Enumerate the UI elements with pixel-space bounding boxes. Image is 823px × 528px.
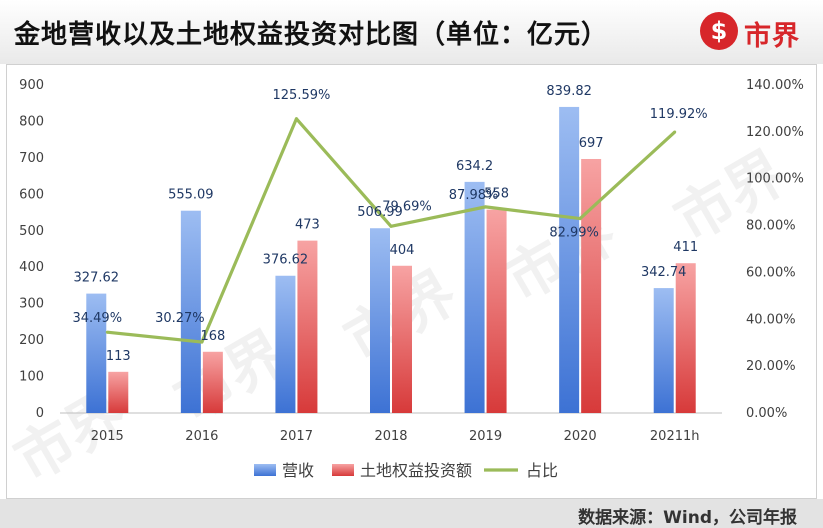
data-label-land-investment: 411 [673, 240, 698, 255]
data-label-land-investment: 168 [200, 329, 225, 344]
y-left-tick-label: 900 [19, 78, 44, 93]
legend-label: 营收 [282, 461, 314, 480]
source-note: 数据来源：Wind，公司年报 [578, 508, 797, 528]
data-label-revenue: 634.2 [456, 159, 493, 174]
x-tick-label: 2016 [185, 429, 218, 444]
y-left-tick-label: 200 [19, 333, 44, 348]
data-label-land-investment: 404 [390, 243, 415, 258]
y-right-tick-label: 80.00% [746, 219, 796, 234]
bar-revenue [370, 228, 390, 413]
y-left-tick-label: 800 [19, 114, 44, 129]
line-ratio-point [389, 224, 393, 228]
data-label-land-investment: 697 [579, 136, 604, 151]
x-tick-label: 2015 [91, 429, 124, 444]
dollar-icon: $ [700, 12, 738, 50]
data-label-ratio: 87.98% [449, 188, 499, 203]
legend-swatch [332, 464, 354, 476]
page-title: 金地营收以及土地权益投资对比图（单位：亿元） [14, 20, 609, 50]
legend-swatch [254, 464, 276, 476]
bar-land-investment [392, 265, 412, 413]
y-right-tick-label: 0.00% [746, 406, 787, 421]
data-label-ratio: 119.92% [650, 107, 708, 122]
y-left-tick-label: 700 [19, 151, 44, 166]
bar-revenue [559, 106, 580, 414]
data-label-ratio: 34.49% [72, 311, 122, 326]
data-label-ratio: 82.99% [549, 226, 599, 241]
bar-revenue [180, 210, 201, 413]
x-tick-label: 2017 [280, 429, 313, 444]
bar-revenue [464, 181, 485, 413]
data-label-revenue: 555.09 [168, 188, 214, 203]
data-label-ratio: 30.27% [155, 311, 205, 326]
brand-name: 市界 [744, 21, 800, 52]
bar-revenue [653, 288, 674, 413]
bar-revenue [275, 275, 296, 413]
y-right-tick-label: 20.00% [746, 359, 796, 374]
bar-land-investment [675, 263, 696, 413]
legend-label: 土地权益投资额 [360, 461, 472, 480]
y-left-tick-label: 500 [19, 224, 44, 239]
data-label-revenue: 376.62 [263, 253, 309, 268]
y-right-tick-label: 100.00% [746, 172, 804, 187]
title-band [0, 0, 823, 64]
data-label-ratio: 79.69% [382, 199, 432, 214]
data-label-land-investment: 113 [106, 349, 131, 364]
line-ratio-point [105, 330, 109, 334]
y-left-tick-label: 100 [19, 370, 44, 385]
line-ratio-point [673, 130, 677, 134]
y-right-tick-label: 140.00% [746, 78, 804, 93]
data-label-revenue: 342.74 [641, 265, 687, 280]
x-tick-label: 2019 [469, 429, 502, 444]
data-label-revenue: 839.82 [546, 84, 592, 99]
line-ratio-point [484, 205, 488, 209]
line-ratio-point [200, 340, 204, 344]
data-label-revenue: 327.62 [74, 271, 120, 286]
combo-chart: 0 100 200 300 400 500 600 700 800 900 0.00% 20.00% 4… [19, 78, 804, 480]
data-label-land-investment: 558 [484, 187, 509, 202]
chart-frame [6, 64, 817, 499]
data-label-land-investment: 473 [295, 218, 320, 233]
bar-land-investment [108, 371, 129, 413]
y-right-tick-label: 40.00% [746, 312, 796, 327]
footer: 数据来源：Wind，公司年报 [0, 499, 823, 528]
y-left-tick-label: 300 [19, 297, 44, 312]
bar-land-investment [581, 158, 602, 413]
y-left-tick-label: 600 [19, 187, 44, 202]
brand-logo: $ 市界 [700, 12, 815, 52]
bar-land-investment [202, 351, 223, 413]
y-right-tick-label: 60.00% [746, 265, 796, 280]
data-label-ratio: 125.59% [273, 88, 331, 103]
line-ratio-point [294, 117, 298, 121]
x-tick-label: 2018 [374, 429, 407, 444]
x-tick-label: 2020 [564, 429, 597, 444]
y-right-tick-label: 120.00% [746, 125, 804, 140]
y-left-tick-label: 400 [19, 260, 44, 275]
x-tick-label: 20211h [650, 429, 700, 444]
legend-label: 占比 [526, 461, 558, 480]
y-left-tick-label: 0 [36, 406, 44, 421]
line-ratio-point [578, 217, 582, 221]
bar-land-investment [486, 209, 507, 413]
data-label-revenue: 506.99 [357, 205, 403, 220]
bar-revenue [86, 293, 107, 413]
bar-land-investment [297, 240, 318, 413]
